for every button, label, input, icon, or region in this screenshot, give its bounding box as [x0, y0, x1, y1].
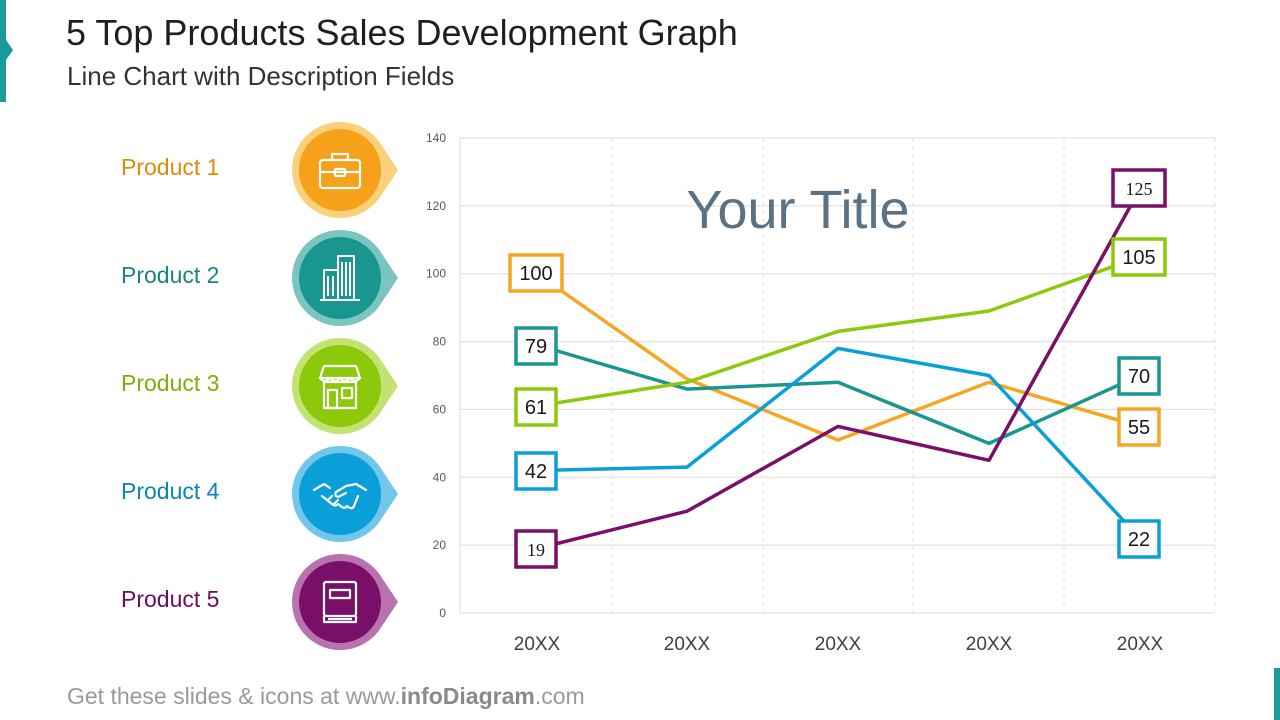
- product-label-3: Product 3: [121, 370, 220, 396]
- series-line-2: [536, 343, 1141, 446]
- page-title: 5 Top Products Sales Development Graph: [66, 12, 738, 53]
- handshake-icon: [312, 482, 368, 510]
- data-label-end-2-box: [1117, 356, 1161, 396]
- data-label-start-5-text: 19: [527, 540, 545, 560]
- y-tick-label: 80: [433, 335, 447, 349]
- left-accent-tip: [6, 40, 13, 60]
- data-label-start-4-text: 42: [525, 461, 547, 483]
- data-label-start-1-text: 100: [519, 263, 552, 285]
- data-label-end-1-box: [1117, 407, 1161, 447]
- y-tick-label: 100: [426, 267, 446, 281]
- y-tick-label: 0: [439, 606, 446, 620]
- data-label-end-4-box: [1117, 519, 1161, 559]
- building-icon: [320, 255, 360, 301]
- data-label-end-1: 55: [1117, 407, 1161, 447]
- series-line-4: [536, 346, 1142, 540]
- storefront-icon: [318, 364, 362, 410]
- product-row-1: Product 1: [0, 120, 420, 220]
- product-label-1: Product 1: [121, 154, 220, 180]
- data-label-start-4-box: [514, 451, 558, 491]
- data-label-start-4: 42: [514, 451, 558, 491]
- x-tick-label: 20XX: [815, 634, 862, 655]
- footer-prefix: Get these slides & icons at www.: [67, 683, 401, 709]
- y-tick-label: 120: [426, 199, 446, 213]
- chart-data-labels: 100 55 79 70 61 105 42 22 19 125: [508, 168, 1167, 569]
- left-accent-bar: [0, 0, 6, 102]
- chart-axis-ticks: 0 20 40 60 80 100 120 140 20XX 20XX 20XX 20XX 20XX: [426, 131, 1164, 655]
- data-label-start-2-box: [514, 326, 558, 366]
- page-subtitle: Line Chart with Description Fields: [67, 61, 455, 91]
- product-row-2: Product 2: [0, 228, 420, 328]
- chart-title: Your Title: [686, 180, 909, 240]
- product-label-5: Product 5: [121, 586, 220, 612]
- data-label-end-4-text: 22: [1128, 529, 1150, 551]
- data-label-start-2: 79: [514, 326, 558, 366]
- data-label-end-3-text: 105: [1122, 247, 1155, 269]
- x-tick-label: 20XX: [664, 634, 711, 655]
- data-label-end-5-box: [1111, 168, 1167, 208]
- toolbox-icon: [318, 152, 362, 190]
- product-row-4: Product 4: [0, 444, 420, 544]
- data-label-start-3-box: [514, 387, 558, 427]
- product-label-2: Product 2: [121, 262, 220, 288]
- product-badge-2: [280, 228, 400, 328]
- product-badge-1: [280, 120, 400, 220]
- y-tick-label: 140: [426, 131, 446, 145]
- data-label-end-2: 70: [1117, 356, 1161, 396]
- chart-lines: [535, 188, 1142, 551]
- data-label-start-5-box: [514, 529, 558, 569]
- data-label-end-4: 22: [1117, 519, 1161, 559]
- product-badge-3: [280, 336, 400, 436]
- data-label-end-5-text: 125: [1126, 179, 1153, 199]
- footer-credit: Get these slides & icons at www.infoDiag…: [67, 683, 585, 710]
- data-label-start-1: 100: [508, 253, 564, 293]
- y-tick-label: 40: [433, 470, 447, 484]
- data-label-end-3: 105: [1111, 237, 1167, 277]
- data-label-end-5: 125: [1111, 168, 1167, 208]
- book-icon: [322, 580, 358, 624]
- y-tick-label: 20: [433, 538, 447, 552]
- x-tick-label: 20XX: [966, 634, 1013, 655]
- data-label-start-3: 61: [514, 387, 558, 427]
- data-label-start-2-text: 79: [525, 336, 547, 358]
- x-tick-label: 20XX: [1117, 634, 1164, 655]
- series-line-5: [536, 188, 1142, 551]
- x-tick-label: 20XX: [514, 634, 561, 655]
- footer-suffix: .com: [534, 683, 585, 709]
- chart-grid: [459, 137, 1216, 614]
- footer-brand: infoDiagram: [400, 683, 535, 709]
- product-badge-4: [280, 444, 400, 544]
- y-tick-label: 60: [433, 402, 447, 416]
- product-badge-5: [280, 552, 400, 652]
- product-row-3: Product 3: [0, 336, 420, 436]
- data-label-start-1-box: [508, 253, 564, 293]
- series-line-3: [536, 255, 1141, 408]
- data-label-end-2-text: 70: [1128, 366, 1150, 388]
- series-line-1: [535, 272, 1141, 442]
- right-accent-bar: [1274, 668, 1280, 720]
- data-label-end-1-text: 55: [1128, 417, 1150, 439]
- product-row-5: Product 5: [0, 552, 420, 652]
- data-label-start-3-text: 61: [525, 397, 547, 419]
- data-label-start-5: 19: [514, 529, 558, 569]
- product-label-4: Product 4: [121, 478, 220, 504]
- data-label-end-3-box: [1111, 237, 1167, 277]
